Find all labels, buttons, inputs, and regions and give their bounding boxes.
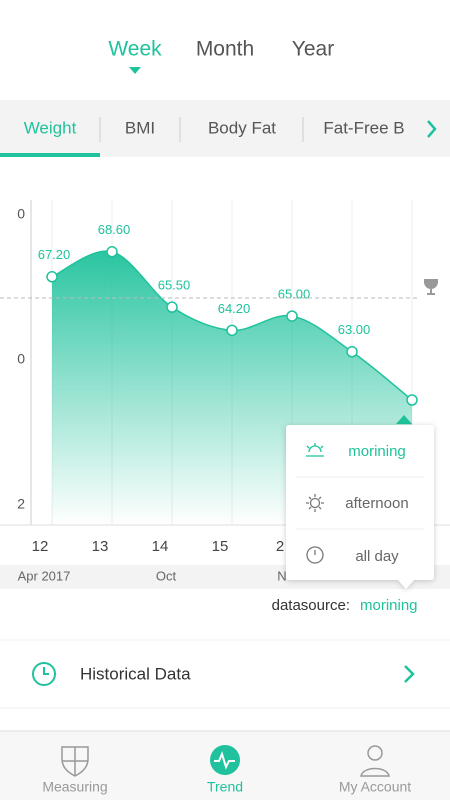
value-label: 64.20 [218, 301, 251, 316]
point [46, 271, 58, 283]
point [406, 394, 418, 406]
trend-pulse [214, 751, 235, 770]
value-label: 67.20 [38, 247, 71, 262]
tab-fat-free[interactable]: Fat-Free B [323, 118, 404, 137]
chevron[interactable] [404, 665, 415, 683]
measuring-icon[interactable] [61, 746, 89, 777]
month-label: Apr 2017 [18, 568, 71, 583]
period-tabs: Week Month Year [108, 38, 334, 74]
nav-trend[interactable]: Trend [207, 779, 243, 795]
y-tick-label: 2 [17, 496, 25, 512]
datasource-label: datasource: [272, 597, 350, 614]
datasource-value[interactable]: morining [360, 597, 418, 614]
tab-weight[interactable]: Weight [24, 118, 77, 137]
historical-data[interactable]: Historical Data [80, 664, 191, 683]
x-tick-label: 13 [92, 538, 109, 555]
month-label: N [277, 568, 286, 583]
y-tick-label: 0 [17, 206, 25, 222]
tab-year[interactable]: Year [292, 38, 334, 61]
scroll-arrow[interactable] [427, 120, 437, 138]
tab-week[interactable]: Week [108, 38, 162, 61]
y-tick-label: 0 [17, 351, 25, 367]
x-tick-label: 14 [152, 538, 169, 555]
popup [286, 425, 434, 589]
clock-icon [306, 546, 324, 564]
tab-indicator [129, 67, 141, 74]
history-icon [32, 662, 56, 686]
point [166, 301, 178, 313]
selected-marker [396, 415, 412, 424]
history-hand [43, 667, 49, 675]
x-tick-label: 15 [212, 538, 229, 555]
sun-icon [309, 497, 321, 509]
account-body [360, 767, 390, 777]
tab-month[interactable]: Month [196, 38, 254, 61]
option-morning[interactable]: morining [348, 443, 406, 460]
option-afternoon[interactable]: afternoon [345, 495, 408, 512]
tab-bmi[interactable]: BMI [125, 118, 155, 137]
point [286, 310, 298, 322]
x-tick-label: 12 [32, 538, 49, 555]
nav-account[interactable]: My Account [339, 779, 411, 795]
trend-icon[interactable] [210, 745, 240, 775]
month-label: Oct [156, 568, 177, 583]
value-label: 63.00 [338, 322, 371, 337]
point [106, 246, 118, 258]
point [346, 346, 358, 358]
nav-measuring[interactable]: Measuring [42, 779, 107, 795]
point [226, 324, 238, 337]
tab-underline [0, 153, 100, 157]
trophy-icon [424, 279, 438, 295]
value-label: 68.60 [98, 222, 131, 237]
metric-bar [0, 100, 450, 157]
account-icon[interactable] [367, 745, 383, 761]
value-label: 65.50 [158, 278, 191, 293]
sun-rays [306, 494, 324, 512]
x-tick-label: 2 [276, 538, 284, 555]
value-label: 65.00 [278, 287, 311, 302]
sunrise-icon [306, 443, 324, 457]
tab-body-fat[interactable]: Body Fat [208, 118, 276, 137]
option-all-day[interactable]: all day [355, 548, 399, 565]
